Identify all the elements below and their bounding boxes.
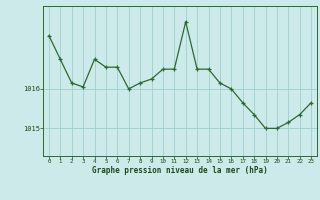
X-axis label: Graphe pression niveau de la mer (hPa): Graphe pression niveau de la mer (hPa) [92,166,268,175]
